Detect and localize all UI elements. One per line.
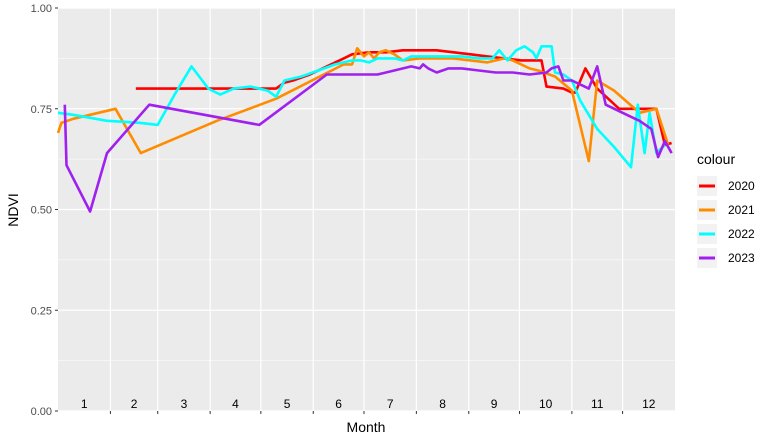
legend-title: colour — [697, 151, 735, 167]
y-tick-label: 0.00 — [31, 406, 52, 418]
series-layer — [56, 45, 673, 213]
legend-label-2023: 2023 — [728, 251, 755, 265]
legend-label-2022: 2022 — [728, 227, 755, 241]
month-label: 6 — [335, 397, 342, 411]
month-label: 9 — [491, 397, 498, 411]
legend: colour 2020 2021 2022 2023 — [697, 151, 755, 268]
x-axis: 1 2 3 4 5 6 7 8 9 10 11 12 — [81, 397, 656, 414]
grid-lines — [58, 7, 675, 412]
month-label: 8 — [439, 397, 446, 411]
y-tick-label: 0.50 — [31, 205, 52, 217]
y-axis: 0.00 0.25 0.50 0.75 1.00 — [31, 3, 58, 418]
month-label: 10 — [539, 397, 553, 411]
x-axis-title: Month — [347, 419, 386, 435]
month-label: 2 — [131, 397, 138, 411]
series-line-2021 — [56, 47, 670, 163]
month-label: 3 — [181, 397, 188, 411]
y-tick-label: 0.25 — [31, 305, 52, 317]
month-label: 4 — [232, 397, 239, 411]
y-tick-label: 1.00 — [31, 3, 52, 15]
month-label: 5 — [284, 397, 291, 411]
month-label: 7 — [387, 397, 394, 411]
y-axis-title: NDVI — [5, 193, 21, 226]
series-line-2022 — [57, 45, 666, 169]
legend-label-2021: 2021 — [728, 203, 755, 217]
month-label: 11 — [591, 397, 604, 411]
series-line-2023 — [63, 63, 673, 213]
month-label: 12 — [642, 397, 656, 411]
y-tick-label: 0.75 — [31, 104, 52, 116]
legend-label-2020: 2020 — [728, 179, 755, 193]
month-label: 1 — [81, 397, 88, 411]
